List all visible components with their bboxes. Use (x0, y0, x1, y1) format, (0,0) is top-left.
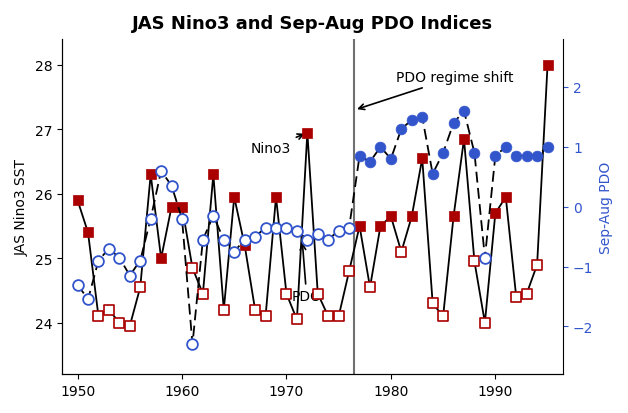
Point (250, 307, 260, 313)
Point (480, 255, 490, 261)
Point (166, 204, 176, 211)
Point (198, 237, 208, 243)
Point (208, 213, 219, 219)
Point (83, 230, 93, 236)
Point (313, 231, 323, 237)
Point (386, 156, 396, 163)
Point (469, 259, 479, 265)
Point (355, 153, 365, 160)
Point (323, 313, 333, 320)
Text: PDO: PDO (291, 244, 322, 304)
Point (240, 237, 250, 243)
Point (281, 291, 291, 297)
Point (501, 144, 511, 151)
Point (480, 320, 490, 326)
Point (438, 150, 448, 157)
Point (229, 194, 239, 201)
Point (344, 225, 354, 231)
Point (292, 316, 302, 323)
Point (532, 153, 542, 160)
Point (302, 237, 312, 243)
Point (355, 223, 365, 230)
Point (135, 258, 145, 264)
Point (135, 284, 145, 291)
Point (198, 291, 208, 297)
Point (428, 171, 438, 178)
Point (448, 214, 458, 220)
Point (428, 300, 438, 307)
Point (469, 150, 479, 157)
Point (365, 159, 375, 166)
Point (396, 249, 406, 256)
Point (407, 214, 417, 220)
Point (376, 223, 386, 230)
Point (365, 284, 375, 291)
Point (177, 204, 187, 211)
Point (396, 126, 406, 133)
Point (417, 114, 427, 121)
Point (94, 313, 104, 320)
Point (229, 249, 239, 255)
Point (146, 216, 156, 223)
Point (166, 183, 176, 190)
Point (187, 265, 197, 272)
Point (407, 117, 417, 124)
Point (417, 156, 427, 162)
Point (156, 255, 166, 262)
Point (292, 228, 302, 235)
Point (543, 62, 553, 69)
Point (208, 172, 219, 178)
Point (271, 194, 281, 201)
Point (156, 168, 166, 175)
Text: PDO regime shift: PDO regime shift (359, 71, 514, 110)
Point (448, 120, 458, 127)
Point (344, 268, 354, 275)
Point (333, 228, 344, 235)
Point (125, 273, 135, 279)
Point (219, 237, 229, 243)
Point (459, 136, 469, 143)
Point (313, 291, 323, 297)
Y-axis label: JAS Nino3 SST: JAS Nino3 SST (15, 159, 29, 256)
Y-axis label: Sep-Aug PDO: Sep-Aug PDO (599, 161, 613, 253)
Point (302, 130, 312, 137)
Point (438, 313, 448, 320)
Point (543, 144, 553, 151)
Point (73, 197, 83, 204)
Point (532, 262, 542, 268)
Point (177, 216, 187, 223)
Point (94, 258, 104, 264)
Point (250, 234, 260, 240)
Point (386, 214, 396, 220)
Title: JAS Nino3 and Sep-Aug PDO Indices: JAS Nino3 and Sep-Aug PDO Indices (132, 15, 493, 33)
Point (376, 144, 386, 151)
Point (114, 320, 124, 326)
Point (511, 153, 521, 160)
Point (261, 313, 271, 320)
Point (83, 297, 93, 303)
Point (490, 210, 501, 217)
Point (125, 323, 135, 330)
Point (261, 225, 271, 231)
Point (219, 307, 229, 313)
Point (114, 255, 124, 261)
Point (187, 341, 197, 348)
Point (459, 108, 469, 115)
Point (522, 291, 532, 297)
Point (104, 307, 114, 313)
Point (490, 153, 501, 160)
Point (522, 153, 532, 160)
Point (501, 194, 511, 201)
Point (333, 313, 344, 320)
Point (511, 294, 521, 301)
Point (240, 242, 250, 249)
Point (281, 225, 291, 231)
Text: Nino3: Nino3 (251, 135, 303, 156)
Point (323, 237, 333, 243)
Point (146, 172, 156, 178)
Point (104, 246, 114, 252)
Point (73, 282, 83, 288)
Point (271, 225, 281, 231)
